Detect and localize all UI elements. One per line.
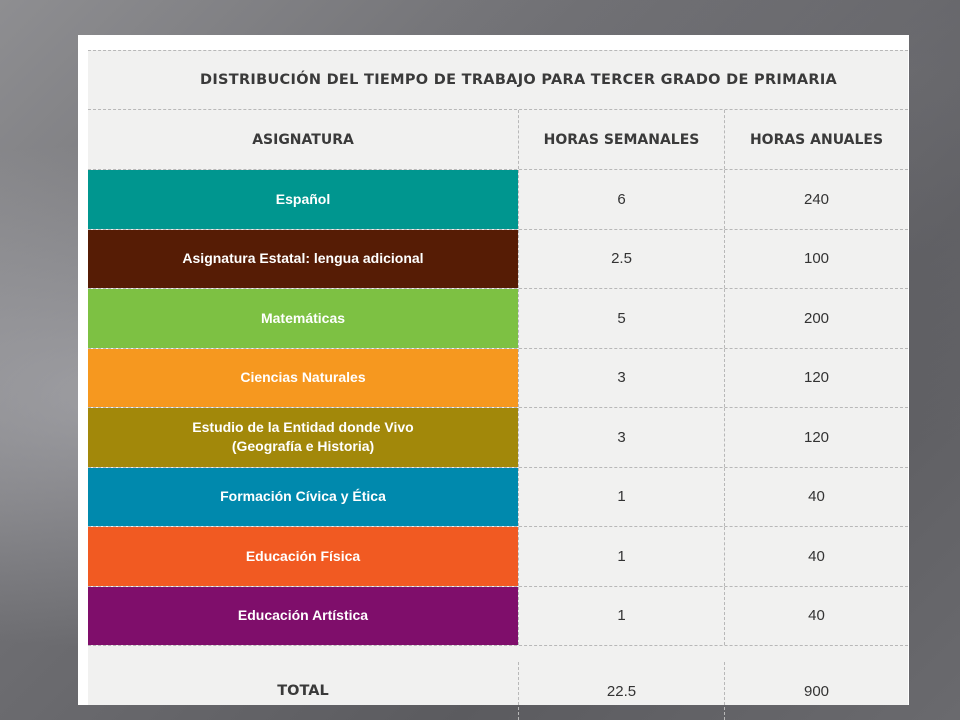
subject-cell: Matemáticas bbox=[88, 289, 518, 348]
slide-card: DISTRIBUCIÓN DEL TIEMPO DE TRABAJO PARA … bbox=[78, 35, 909, 720]
subject-name: Asignatura Estatal: lengua adicional bbox=[182, 250, 424, 267]
table-row: Estudio de la Entidad donde Vivo (Geogra… bbox=[88, 408, 908, 468]
table-row: Asignatura Estatal: lengua adicional 2.5… bbox=[88, 229, 908, 289]
subject-name: Educación Física bbox=[245, 547, 361, 564]
weekly-hours-cell: 1 bbox=[518, 467, 724, 526]
subject-name: Matemáticas bbox=[260, 309, 346, 326]
header-subject: ASIGNATURA bbox=[252, 131, 354, 148]
table-title-row: DISTRIBUCIÓN DEL TIEMPO DE TRABAJO PARA … bbox=[88, 50, 908, 110]
subject-cell: Asignatura Estatal: lengua adicional bbox=[88, 229, 518, 288]
annual-hours-cell: 120 bbox=[724, 348, 908, 407]
subject-name: Ciencias Naturales bbox=[240, 369, 366, 386]
total-label: TOTAL bbox=[277, 683, 329, 699]
subject-cell: Educación Artística bbox=[88, 586, 518, 645]
total-annual-hours: 900 bbox=[724, 662, 908, 720]
annual-hours-cell: 240 bbox=[724, 170, 908, 229]
subject-name: Estudio de la Entidad donde Vivo bbox=[192, 419, 414, 436]
subject-name-line2: (Geografía e Historia) bbox=[231, 438, 375, 455]
weekly-hours-cell: 1 bbox=[518, 586, 724, 645]
table-row: Español 6 240 bbox=[88, 170, 908, 230]
annual-hours-cell: 100 bbox=[724, 229, 908, 288]
annual-hours-cell: 40 bbox=[724, 586, 908, 645]
weekly-hours-cell: 2.5 bbox=[518, 229, 724, 288]
annual-hours-cell: 40 bbox=[724, 467, 908, 526]
subject-name: Español bbox=[275, 190, 331, 207]
table-total-row: TOTAL 22.5 900 bbox=[88, 662, 908, 720]
table-row: Educación Artística 1 40 bbox=[88, 586, 908, 646]
subject-name: Educación Artística bbox=[237, 607, 369, 624]
schedule-table: DISTRIBUCIÓN DEL TIEMPO DE TRABAJO PARA … bbox=[88, 50, 908, 720]
total-weekly-hours: 22.5 bbox=[518, 662, 724, 720]
weekly-hours-cell: 1 bbox=[518, 527, 724, 586]
table-row: Formación Cívica y Ética 1 40 bbox=[88, 467, 908, 527]
table-row: Educación Física 1 40 bbox=[88, 527, 908, 587]
subject-cell: Educación Física bbox=[88, 527, 518, 586]
table-header-row: ASIGNATURA HORAS SEMANALES HORAS ANUALES bbox=[88, 110, 908, 170]
weekly-hours-cell: 6 bbox=[518, 170, 724, 229]
subject-cell: Estudio de la Entidad donde Vivo (Geogra… bbox=[88, 408, 518, 467]
table-row: Ciencias Naturales 3 120 bbox=[88, 348, 908, 408]
annual-hours-cell: 40 bbox=[724, 527, 908, 586]
table-body: Español 6 240 Asignatura Estatal: lengua… bbox=[88, 170, 908, 646]
subject-cell: Español bbox=[88, 170, 518, 229]
annual-hours-cell: 200 bbox=[724, 289, 908, 348]
subject-cell: Ciencias Naturales bbox=[88, 348, 518, 407]
annual-hours-cell: 120 bbox=[724, 408, 908, 467]
table-row: Matemáticas 5 200 bbox=[88, 289, 908, 349]
subject-cell: Formación Cívica y Ética bbox=[88, 467, 518, 526]
weekly-hours-cell: 3 bbox=[518, 348, 724, 407]
weekly-hours-cell: 5 bbox=[518, 289, 724, 348]
subject-name: Formación Cívica y Ética bbox=[220, 488, 386, 505]
table-title: DISTRIBUCIÓN DEL TIEMPO DE TRABAJO PARA … bbox=[200, 72, 838, 88]
header-weekly-hours: HORAS SEMANALES bbox=[518, 110, 724, 169]
weekly-hours-cell: 3 bbox=[518, 408, 724, 467]
header-annual-hours: HORAS ANUALES bbox=[724, 110, 908, 169]
